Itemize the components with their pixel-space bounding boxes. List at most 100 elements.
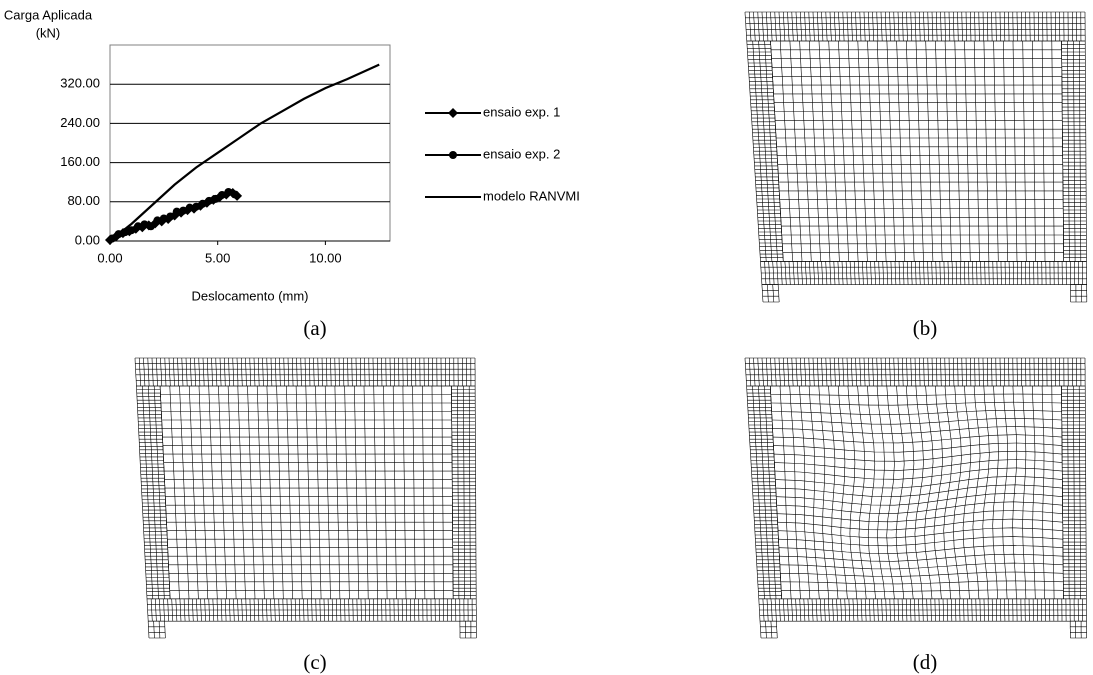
mesh-line — [959, 598, 961, 622]
mesh-line — [926, 598, 928, 622]
mesh-line — [889, 598, 891, 622]
mesh-line — [249, 358, 251, 387]
mesh-line — [847, 40, 859, 262]
mesh-line — [158, 621, 161, 639]
mesh-line — [368, 598, 370, 622]
mesh-line — [278, 598, 280, 622]
mesh-line — [219, 357, 222, 387]
mesh-line — [347, 357, 349, 386]
mesh-line — [196, 598, 198, 622]
mesh-line — [819, 598, 822, 622]
mesh-line — [772, 426, 1062, 434]
mesh-line — [749, 357, 752, 387]
mesh-line — [389, 358, 391, 387]
mesh-line — [983, 598, 985, 622]
mesh-line — [877, 598, 879, 622]
mesh-line — [291, 358, 294, 387]
mesh-line — [1032, 385, 1036, 599]
mesh-line — [965, 11, 968, 41]
mesh-line — [855, 357, 857, 387]
mesh-line — [227, 385, 237, 599]
mesh-line — [770, 40, 784, 262]
mesh-line — [824, 598, 826, 622]
mesh-line — [257, 598, 260, 622]
mesh-line — [867, 385, 876, 599]
mesh-line — [922, 598, 924, 622]
mesh-line — [996, 261, 998, 285]
mesh-line — [832, 598, 834, 622]
mesh-line — [799, 385, 811, 599]
mesh-line — [761, 11, 764, 42]
mesh-line — [327, 598, 329, 622]
mesh-line — [212, 598, 215, 622]
mesh-line — [957, 11, 959, 42]
mesh-line — [779, 553, 1064, 562]
mesh-line — [857, 40, 868, 262]
mesh-line — [902, 261, 905, 285]
mesh-line — [870, 261, 872, 285]
mesh-line — [772, 261, 775, 285]
marker — [172, 207, 181, 216]
mesh-line — [241, 598, 243, 622]
mesh-line — [825, 11, 828, 42]
mesh-line — [181, 357, 184, 387]
mesh-line — [873, 598, 875, 622]
x-tick-label: 0.00 — [97, 250, 122, 265]
mesh-line — [897, 357, 900, 387]
y-axis-title: (kN) — [36, 25, 61, 40]
mesh-line — [787, 598, 789, 622]
mesh-line — [173, 357, 175, 387]
mesh-line — [766, 598, 769, 622]
marker — [448, 108, 458, 118]
mesh-line — [863, 357, 866, 387]
mesh-line — [787, 357, 790, 387]
mesh-line — [884, 358, 887, 387]
mesh-line — [198, 385, 209, 599]
y-tick-label: 0.00 — [75, 232, 100, 247]
marker — [230, 190, 239, 199]
mesh-line — [965, 357, 967, 387]
mesh-line — [224, 598, 227, 622]
mesh-line — [356, 598, 358, 622]
mesh-line — [177, 357, 179, 387]
mesh-line — [935, 261, 937, 285]
mesh-line — [807, 598, 810, 622]
mesh-line — [770, 357, 773, 387]
mesh-line — [198, 358, 201, 387]
mesh-line — [995, 358, 997, 387]
mesh-line — [266, 358, 268, 387]
mesh-line — [940, 357, 942, 387]
mesh-line — [838, 40, 849, 262]
mesh-line — [359, 358, 362, 386]
caption: (c) — [303, 650, 326, 674]
mesh-line — [800, 357, 802, 387]
mesh-line — [974, 357, 976, 386]
mesh-line — [898, 261, 901, 285]
marker — [185, 203, 194, 212]
mesh-line — [253, 357, 256, 387]
mesh-line — [931, 261, 933, 285]
mesh-line — [1002, 385, 1009, 599]
mesh-line — [889, 11, 891, 42]
mesh-line — [753, 357, 756, 387]
mesh-line — [757, 11, 760, 42]
mesh-line — [155, 598, 157, 622]
mesh-line — [992, 261, 994, 285]
mesh-line — [849, 261, 852, 285]
mesh-line — [774, 357, 777, 387]
mesh-line — [876, 12, 879, 42]
mesh-line — [825, 357, 828, 387]
mesh-line — [771, 409, 1062, 416]
mesh-line — [851, 11, 853, 42]
mesh-line — [766, 11, 769, 42]
mesh-line — [237, 385, 246, 599]
mesh-line — [925, 40, 934, 262]
mesh-line — [1003, 358, 1006, 387]
mesh-line — [943, 261, 945, 285]
mesh-line — [283, 358, 285, 387]
mesh-line — [770, 385, 782, 599]
mesh-line — [266, 598, 268, 622]
mesh-line — [959, 261, 962, 285]
mesh-line — [305, 385, 312, 599]
plot-frame — [109, 44, 391, 242]
